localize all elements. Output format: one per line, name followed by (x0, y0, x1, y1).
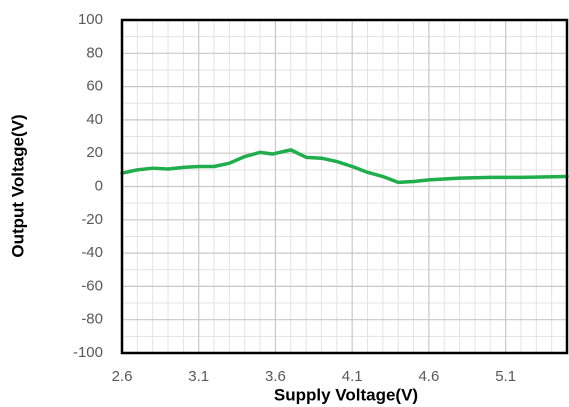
x-tick-label: 2.6 (112, 368, 133, 385)
y-tick-label: -80 (81, 311, 103, 328)
data-line (120, 148, 569, 185)
x-tick-label: 4.6 (418, 368, 439, 385)
y-tick-label: -40 (81, 244, 103, 261)
y-tick-label: -100 (73, 344, 103, 361)
y-tick-label: 0 (95, 177, 103, 194)
x-tick-label: 3.6 (265, 368, 286, 385)
plot-border (120, 18, 569, 355)
x-tick-label: 3.1 (188, 368, 209, 385)
y-tick-label: 80 (86, 44, 103, 61)
y-tick-label: 100 (78, 11, 103, 28)
x-axis-title: Supply Voltage(V) (274, 385, 418, 404)
y-tick-label: 40 (86, 111, 103, 128)
y-tick-label: 60 (86, 78, 103, 95)
y-tick-label: -20 (81, 211, 103, 228)
y-tick-label: 20 (86, 144, 103, 161)
x-tick-label: 5.1 (495, 368, 516, 385)
y-axis-title: Output Voltage(V) (8, 114, 27, 257)
x-tick-label: 4.1 (342, 368, 363, 385)
y-tick-label: -60 (81, 277, 103, 294)
